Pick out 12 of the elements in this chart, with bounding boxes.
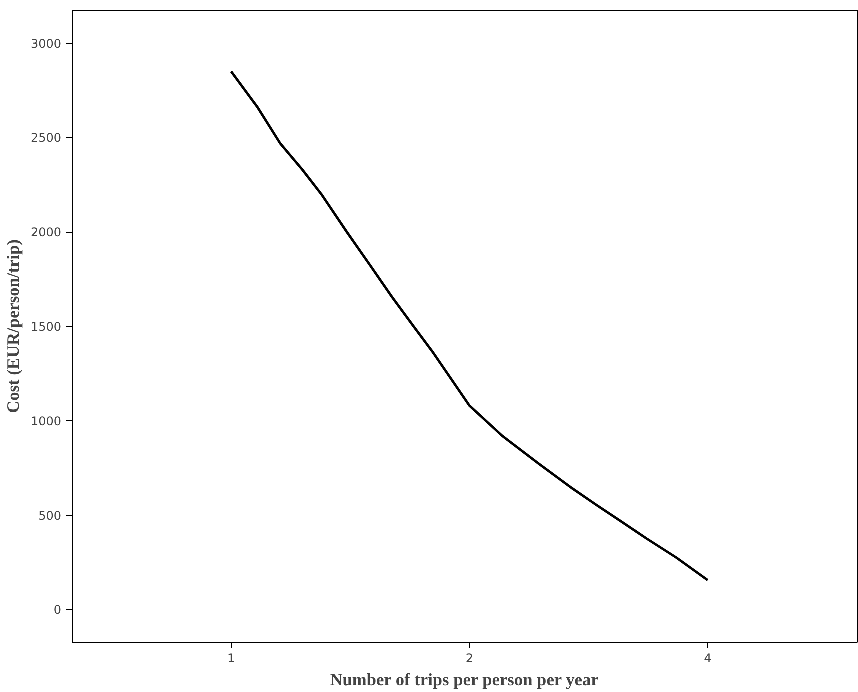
y-tick-label: 1000 bbox=[30, 414, 62, 428]
y-tick-label: 1500 bbox=[30, 320, 62, 334]
x-tick-label: 2 bbox=[466, 652, 474, 666]
y-tick-label: 2000 bbox=[30, 226, 62, 240]
y-tick-label: 2500 bbox=[30, 131, 62, 146]
x-tick-label: 4 bbox=[704, 652, 712, 666]
y-axis-title: Cost (EUR/person/trip) bbox=[4, 239, 23, 414]
y-tick-label: 0 bbox=[54, 603, 62, 618]
y-tick-label: 3000 bbox=[30, 36, 62, 51]
y-tick-label: 500 bbox=[38, 508, 62, 523]
x-axis-title: Number of trips per person per year bbox=[330, 670, 600, 690]
x-tick-label: 1 bbox=[228, 652, 236, 666]
